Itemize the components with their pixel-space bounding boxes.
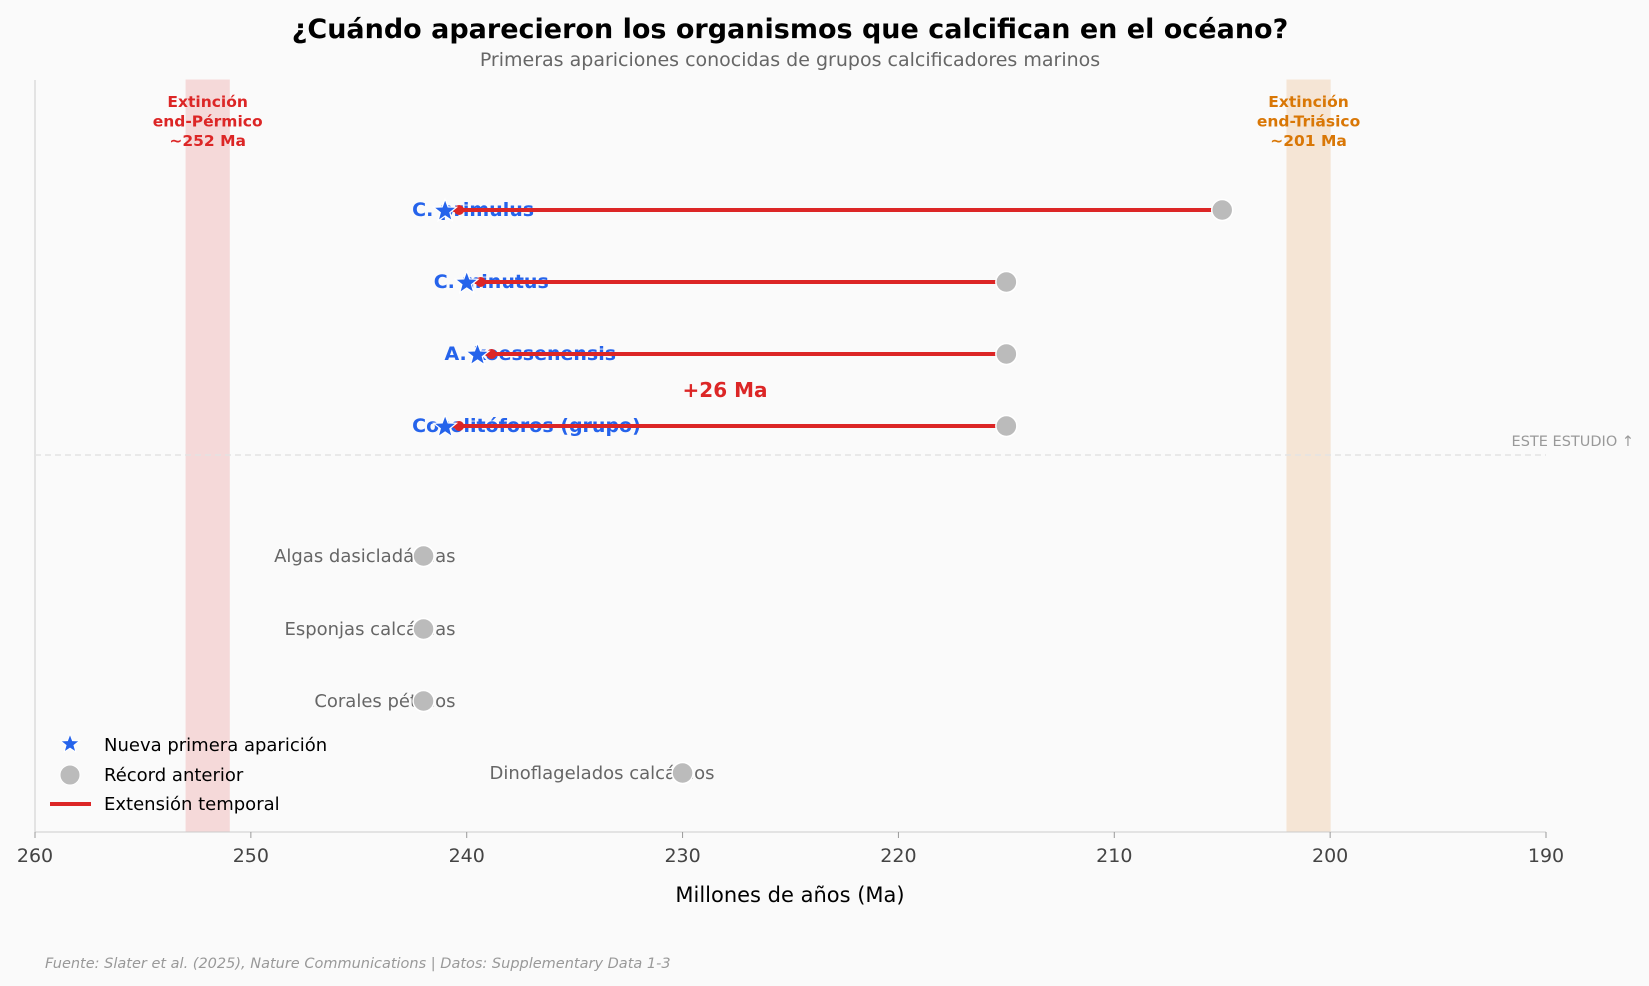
x-tick-label: 220 [880, 845, 916, 867]
x-tick-label: 250 [233, 845, 269, 867]
extension-start-marker [475, 277, 486, 287]
x-axis-label: Millones de años (Ma) [675, 883, 904, 907]
previous-record-marker [995, 342, 1018, 366]
legend-item-label: Extensión temporal [104, 794, 280, 815]
chart-subtitle: Primeras apariciones conocidas de grupos… [480, 49, 1100, 71]
previous-record-marker [412, 544, 435, 568]
footer-source: Fuente: Slater et al. (2025), Nature Com… [45, 956, 671, 972]
other-group-label: Esponjas calcáreas [284, 619, 455, 640]
x-tick-label: 200 [1312, 845, 1348, 867]
previous-record-marker [412, 617, 435, 641]
extinction-label: Extinción end-Pérmico ~252 Ma [153, 93, 263, 150]
extinction-band [185, 79, 230, 833]
x-tick-label: 210 [1096, 845, 1132, 867]
extension-start-marker [454, 421, 465, 431]
new-first-appearance-star [432, 413, 459, 439]
new-first-appearance-star [464, 341, 491, 367]
previous-record-marker [995, 414, 1018, 438]
x-tick-label: 240 [449, 845, 485, 867]
extinction-band [1286, 79, 1331, 833]
previous-record-marker [412, 689, 435, 713]
extension-start-marker [454, 205, 465, 215]
legend-star-icon [59, 732, 81, 754]
study-divider-label: ESTE ESTUDIO ↑ [1512, 434, 1634, 450]
other-group-label: Algas dasicladáceas [274, 546, 455, 567]
chart-title: ¿Cuándo aparecieron los organismos que c… [292, 14, 1289, 45]
legend: Nueva primera aparición Récord anterior Ex… [50, 732, 327, 815]
new-first-appearance-star [432, 197, 459, 223]
extinction-label: Extinción end-Triásico ~201 Ma [1257, 93, 1360, 150]
extension-annotation: +26 Ma [683, 378, 768, 402]
previous-record-marker [1210, 198, 1234, 222]
legend-item-label: Nueva primera aparición [104, 735, 327, 756]
legend-circle-icon [59, 764, 81, 786]
new-first-appearance-star [453, 269, 480, 295]
previous-record-marker [995, 270, 1018, 294]
x-tick-label: 260 [17, 845, 53, 867]
extension-start-marker [486, 349, 497, 359]
legend-item-label: Récord anterior [104, 765, 244, 786]
x-tick-label: 230 [664, 845, 700, 867]
previous-record-marker [671, 761, 694, 785]
x-tick-label: 190 [1528, 845, 1564, 867]
other-group-label: Dinoflagelados calcáreos [490, 763, 715, 784]
